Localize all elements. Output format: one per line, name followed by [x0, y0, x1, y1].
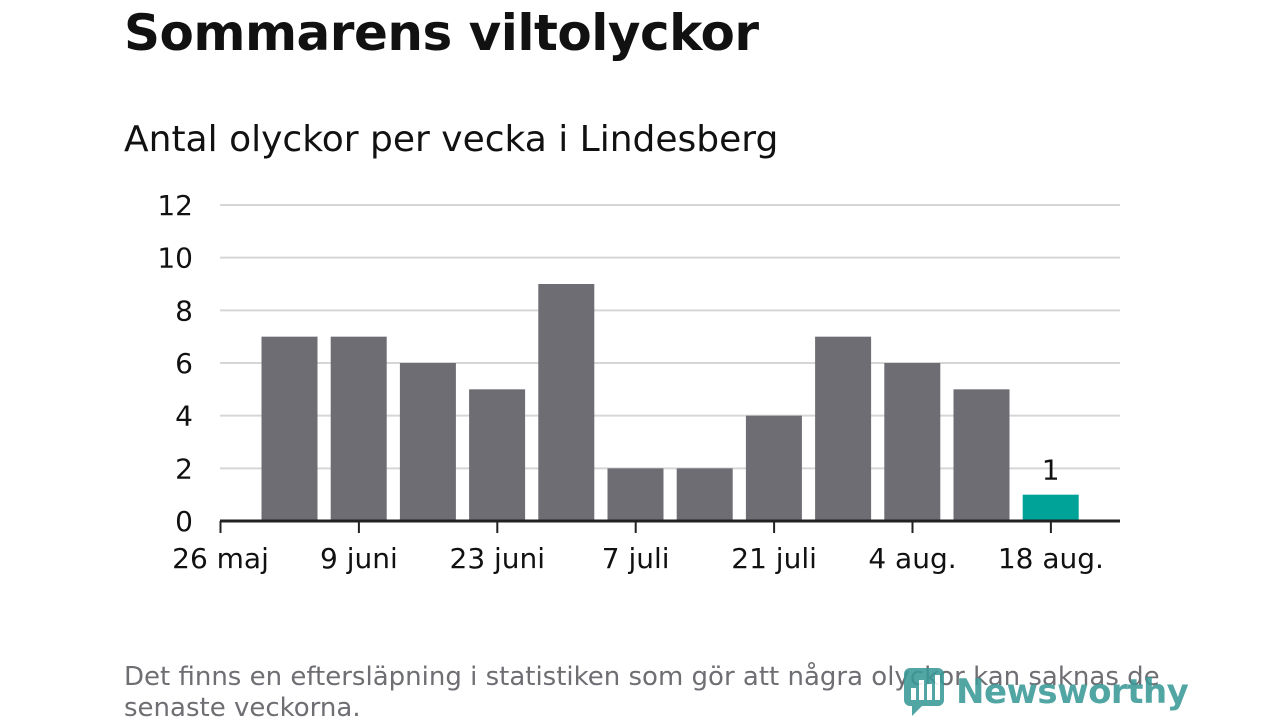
- bar: [607, 468, 664, 521]
- x-tick-label: 26 maj: [172, 542, 269, 575]
- logo-wordmark: Newsworthy: [956, 672, 1189, 712]
- x-tick-label: 18 aug.: [998, 542, 1104, 575]
- bar: [261, 336, 318, 521]
- bar-chart: 0 2 4 6 8 10 12 1 26 maj 9 juni 23 juni 7 juli 21 ju…: [157, 189, 1120, 575]
- bar: [399, 363, 456, 521]
- y-tick-label: 2: [175, 452, 193, 485]
- y-tick-label: 6: [175, 347, 193, 380]
- y-tick-label: 12: [157, 189, 193, 222]
- newsworthy-logo: Newsworthy: [902, 664, 1189, 720]
- chart-title: Sommarens viltolyckor: [124, 4, 759, 62]
- y-tick-label: 10: [157, 242, 193, 275]
- y-tick-label: 8: [175, 294, 193, 327]
- data-label: 1: [1042, 454, 1060, 487]
- bar: [884, 363, 941, 521]
- bar: [745, 415, 802, 521]
- bar: [469, 389, 526, 521]
- footnote: Det finns en eftersläpning i statistiken…: [124, 662, 1160, 720]
- bar: [815, 336, 872, 521]
- y-tick-label: 4: [175, 400, 193, 433]
- bar: [538, 284, 595, 521]
- bar: [676, 468, 733, 521]
- bar: [953, 389, 1010, 521]
- bar: [330, 336, 387, 521]
- y-tick-label: 0: [175, 505, 193, 538]
- x-tick-label: 23 juni: [450, 542, 546, 575]
- chart-subtitle: Antal olyckor per vecka i Lindesberg: [124, 119, 779, 160]
- newsworthy-chart-icon: [904, 668, 944, 716]
- x-tick-label: 7 juli: [602, 542, 670, 575]
- bar-highlight: [1022, 494, 1079, 521]
- x-tick-label: 21 juli: [731, 542, 817, 575]
- x-tick-label: 9 juni: [320, 542, 398, 575]
- x-tick-label: 4 aug.: [868, 542, 956, 575]
